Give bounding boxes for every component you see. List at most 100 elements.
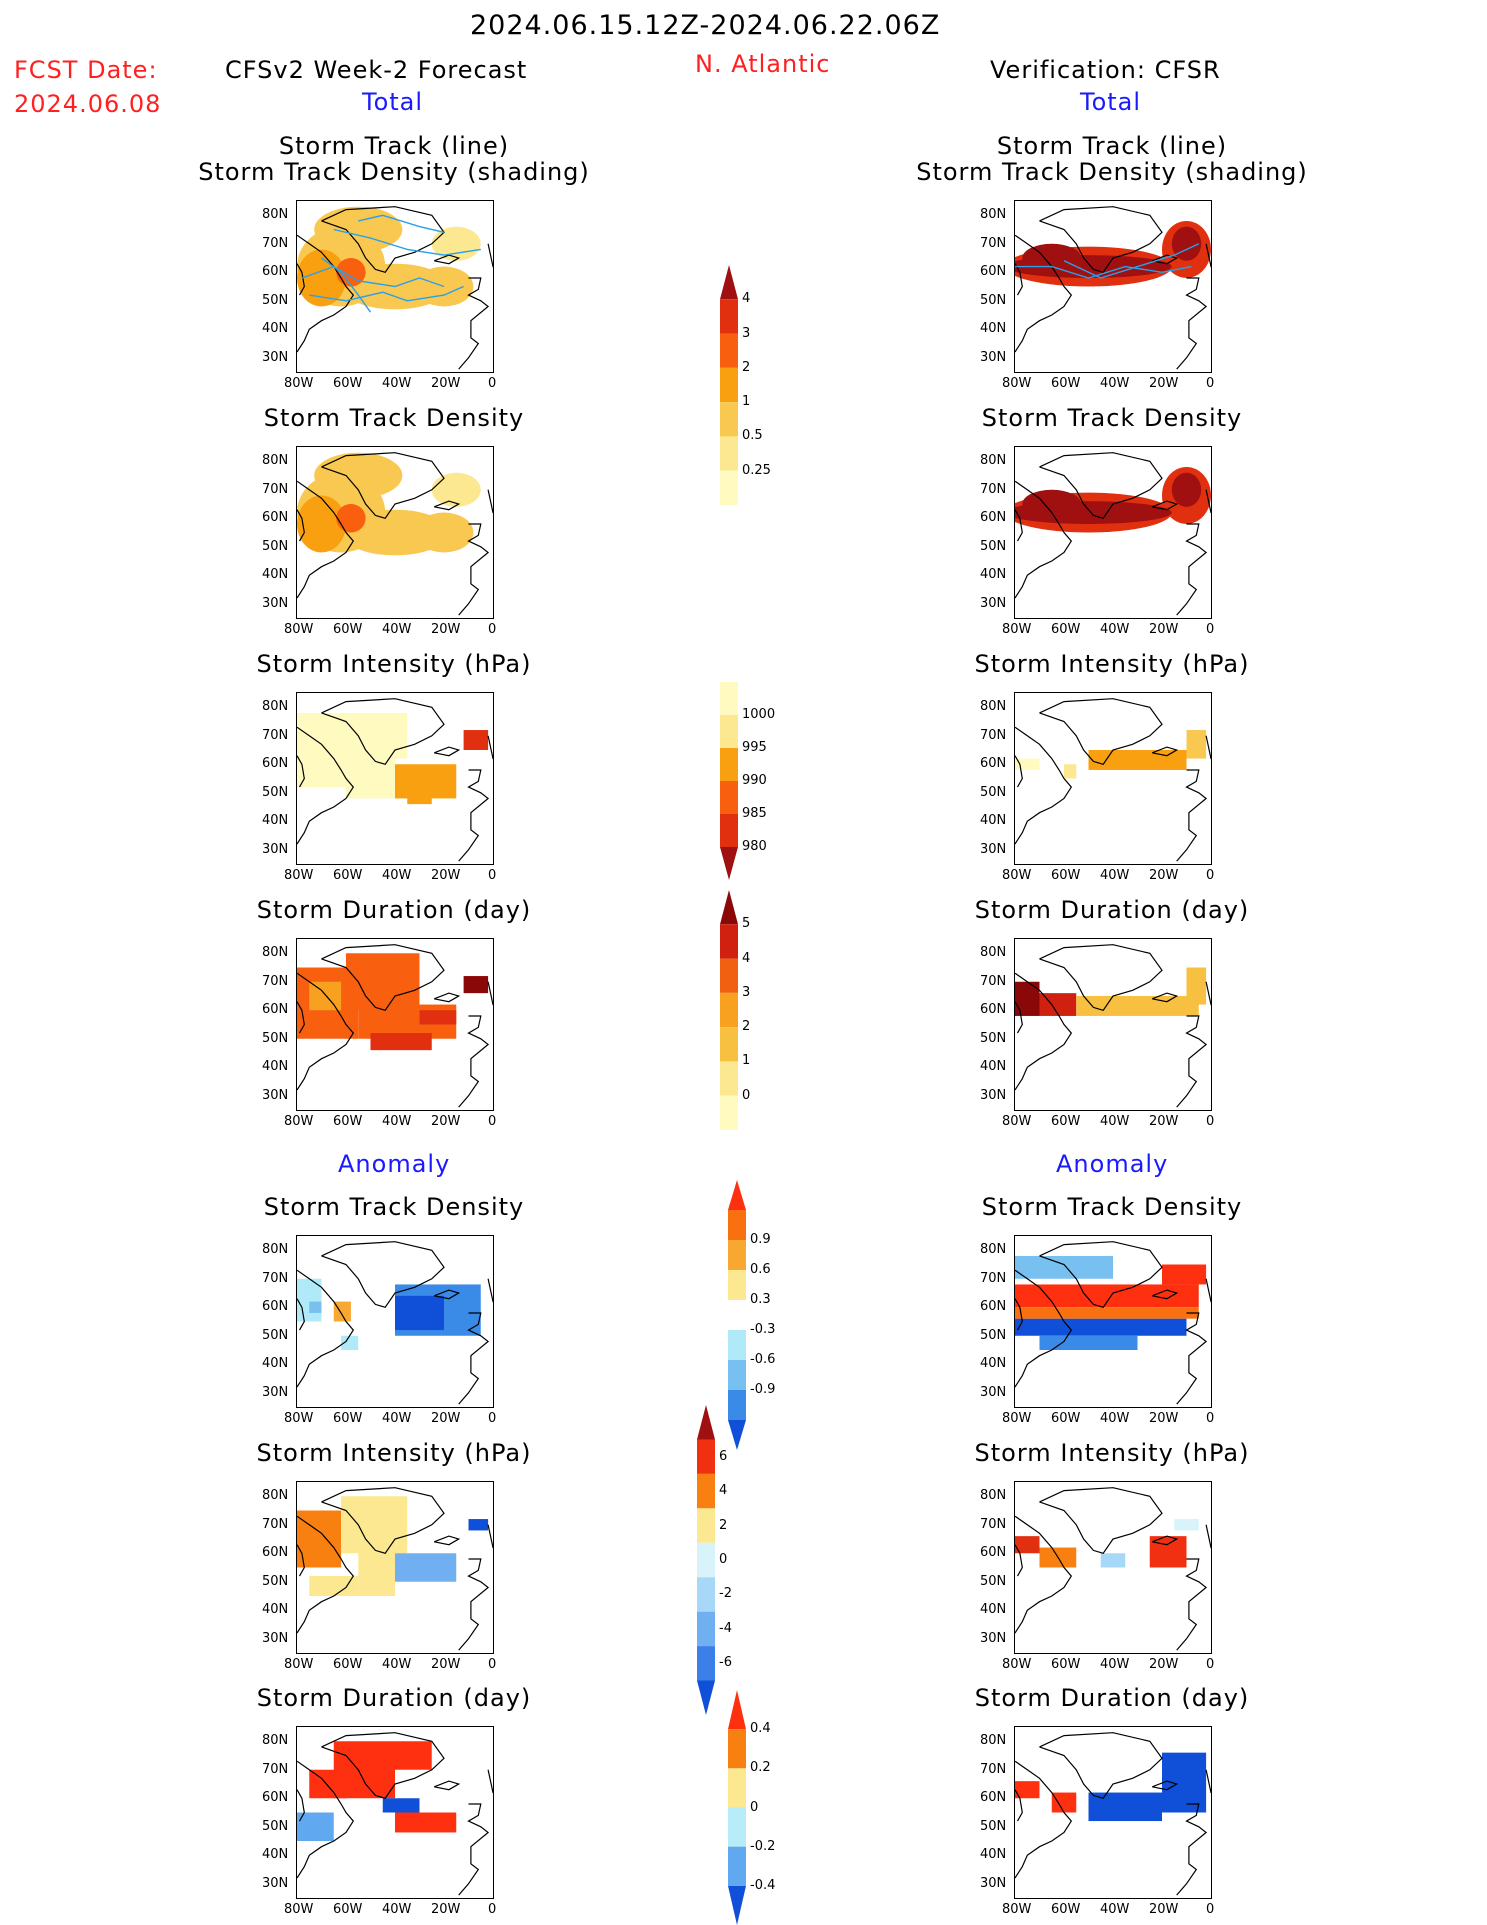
colorbar-tick-label: 985 [742,806,767,821]
coastline [1039,944,1163,1011]
x-tick-label: 60W [333,1114,363,1129]
y-tick-label: 60N [262,510,289,526]
y-tick-label: 70N [262,1270,289,1286]
x-tick-label: 60W [1051,1411,1081,1426]
coastline [458,769,490,862]
coastline [1176,277,1208,370]
x-tick-label: 0 [1206,1114,1215,1129]
y-tick-label: 30N [980,1384,1007,1400]
map-plot [297,1241,493,1405]
coastline [1039,1241,1163,1308]
colorbar-segment [697,1577,715,1612]
y-tick-label: 80N [262,1242,289,1258]
map-panel-forecast-4 [296,1235,494,1408]
colorbar-segment [697,1611,715,1647]
x-tick-label: 80W [284,1657,314,1672]
colorbar-tick-label: 990 [742,773,767,788]
y-tick-label: 80N [262,1733,289,1749]
x-tick-label: 40W [1100,1902,1130,1917]
x-tick-label: 0 [1206,1657,1215,1672]
y-tick-label: 60N [262,756,289,772]
coastline [321,1241,445,1308]
colorbar-tick-label: 0.9 [750,1232,771,1247]
field-cell [370,1033,432,1051]
colorbar-segment [720,992,738,1028]
coastline [297,1269,355,1388]
map-panel-verification-4 [1014,1235,1212,1408]
coastline [433,1535,461,1546]
x-tick-label: 40W [382,1411,412,1426]
colorbar-tick-label: 6 [719,1448,728,1464]
y-tick-label: 70N [980,1270,1007,1286]
coastline [433,992,461,1003]
colorbar-segment [720,814,738,847]
x-tick-label: 80W [284,376,314,391]
field-cell [309,1576,359,1596]
y-tick-label: 70N [980,235,1007,251]
colorbar-segment [697,1680,715,1715]
date-range-title: 2024.06.15.12Z-2024.06.22.06Z [470,10,941,41]
y-tick-label: 70N [980,481,1007,497]
y-tick-label: 70N [980,1516,1007,1532]
coastline [321,944,445,1011]
x-tick-label: 40W [1100,1114,1130,1129]
coastline [1176,1803,1208,1896]
x-tick-label: 40W [1100,376,1130,391]
colorbar-segment [720,847,738,880]
x-tick-label: 0 [1206,1902,1215,1917]
density-shading [297,249,346,307]
colorbar-tick-label: 2 [742,359,751,375]
y-tick-label: 50N [980,1327,1007,1343]
colorbar-segment [720,265,738,300]
colorbar-segment [728,1807,746,1847]
colorbar-segment [697,1405,715,1440]
colorbar-anom-duration [728,1690,746,1925]
coastline [321,1487,445,1554]
coastline [1151,500,1179,511]
colorbar-tick-label: 2 [719,1517,728,1533]
y-tick-label: 50N [262,1573,289,1589]
colorbar-segment [697,1439,715,1474]
colorbar-anom-density [728,1180,746,1450]
anomaly-label-right: Anomaly [1056,1150,1169,1178]
colorbar-tick-label: 0.2 [750,1760,771,1776]
colorbar-segment [728,1210,746,1240]
y-tick-label: 70N [980,973,1007,989]
field-cell [1015,981,1040,1016]
total-label-right: Total [1080,88,1142,116]
panel-title-duration-right: Storm Duration (day) [974,896,1250,924]
y-tick-label: 40N [980,1847,1007,1863]
coastline [1205,1769,1211,1794]
coastline [1015,1789,1023,1822]
colorbar-segment [720,333,738,368]
colorbar-tick-label: 1000 [742,707,776,722]
y-tick-label: 50N [262,292,289,308]
colorbar-tick-label: 5 [742,916,751,932]
x-tick-label: 80W [284,868,314,883]
colorbar-segment [728,1330,746,1360]
field-cell [395,1553,457,1582]
x-tick-label: 40W [1100,1657,1130,1672]
y-tick-label: 80N [980,207,1007,223]
coastline [1015,1544,1023,1577]
x-tick-label: 60W [333,622,363,637]
colorbar-segment [728,1846,746,1886]
field-cell [297,1812,334,1841]
coastline [433,500,461,511]
x-tick-label: 40W [1100,1411,1130,1426]
colorbar-tick-label: 1 [742,394,751,410]
y-tick-label: 40N [980,1059,1007,1075]
y-tick-label: 30N [980,1875,1007,1891]
storm-track-line [333,228,481,256]
colorbar-total-density [720,265,738,505]
density-shading [1022,243,1082,273]
coastline [1015,509,1023,542]
x-tick-label: 80W [284,1902,314,1917]
panel-title-density-right: Storm Track Density [981,404,1243,432]
colorbar-tick-label: 995 [742,740,767,755]
colorbar-segment [728,1360,746,1390]
x-tick-label: 80W [1002,1657,1032,1672]
colorbar-tick-label: 0 [742,1087,751,1103]
y-tick-label: 30N [262,1630,289,1646]
x-tick-label: 80W [1002,1114,1032,1129]
